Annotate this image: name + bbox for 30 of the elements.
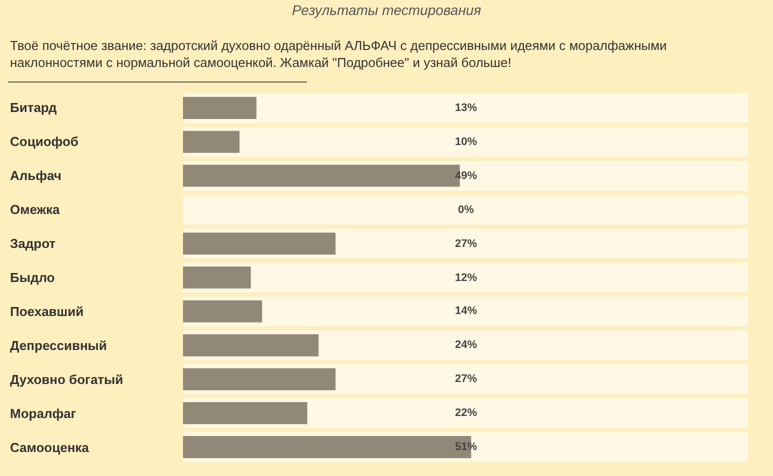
y-tick-label: Битард [10, 100, 58, 115]
bar [183, 96, 256, 119]
bar [183, 130, 240, 153]
data-label: 12% [455, 272, 478, 284]
y-tick-label: Моралфаг [10, 406, 77, 421]
y-tick-label: Альфач [10, 168, 62, 183]
y-tick-label: Быдло [10, 270, 55, 285]
data-label: 0% [458, 204, 474, 216]
y-tick-label: Поехавший [10, 304, 84, 319]
y-tick-label: Самооценка [10, 440, 90, 455]
bar [183, 266, 251, 289]
bar [183, 300, 262, 322]
data-label: 24% [455, 339, 478, 351]
y-tick-label: Омежка [10, 202, 61, 217]
y-tick-label: Духовно богатый [10, 372, 124, 387]
data-label: 14% [455, 305, 478, 317]
chart-subtitle: Твоё почётное звание: задротский духовно одарённый АЛЬФАЧ с депрессивными идеями с моралфажными наклонностями с нормальной самооценкой. Жамкай "Подробнее" и узнай больше! [10, 38, 667, 70]
data-label: 22% [455, 407, 478, 419]
y-tick-label: Задрот [10, 236, 56, 251]
y-tick-label: Депрессивный [10, 338, 107, 353]
data-label: 13% [455, 102, 478, 114]
data-label: 27% [455, 373, 478, 385]
data-label: 27% [455, 238, 478, 250]
y-tick-label: Социофоб [10, 134, 78, 149]
bar [183, 402, 308, 424]
bar [183, 232, 336, 255]
data-label: 10% [455, 136, 478, 148]
bar [183, 368, 336, 390]
chart-title: Результаты тестирования [292, 2, 482, 18]
bar [183, 334, 319, 356]
